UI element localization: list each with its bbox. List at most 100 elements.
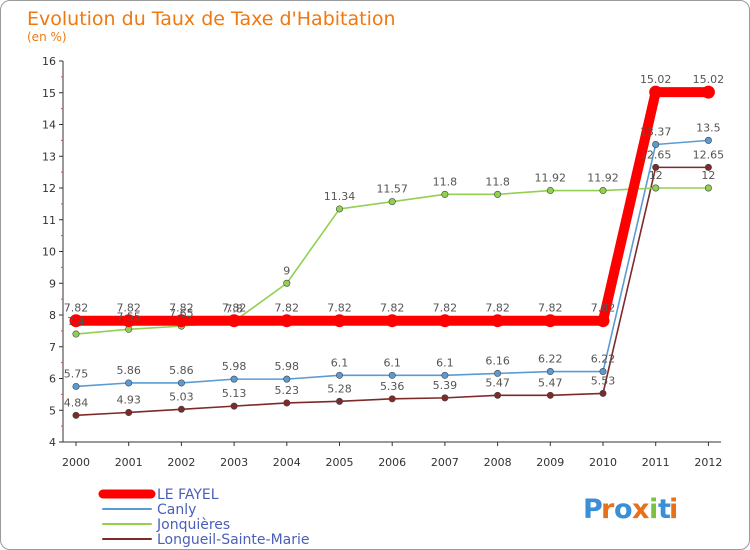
data-point xyxy=(652,141,660,149)
data-label: 7.8 xyxy=(225,302,243,315)
y-tick-label: 7 xyxy=(49,341,56,354)
data-label: 6.22 xyxy=(538,353,563,366)
data-label: 6.1 xyxy=(436,356,454,369)
data-label: 5.53 xyxy=(591,374,616,387)
data-point xyxy=(388,198,396,206)
data-label: 5.13 xyxy=(222,387,247,400)
data-point xyxy=(125,379,133,387)
legend-label: LE FAYEL xyxy=(157,487,219,503)
y-tick-label: 13 xyxy=(42,150,56,163)
x-tick-label: 2009 xyxy=(536,456,564,469)
data-label: 5.47 xyxy=(485,376,510,389)
y-tick-label: 14 xyxy=(42,119,56,132)
data-label: 12.65 xyxy=(640,148,672,161)
data-point xyxy=(441,394,449,402)
data-label: 11.34 xyxy=(324,190,356,203)
x-tick-label: 2007 xyxy=(431,456,459,469)
data-label: 13.5 xyxy=(696,121,721,134)
data-label: 6.1 xyxy=(383,356,401,369)
data-point xyxy=(704,136,712,144)
data-label: 5.23 xyxy=(275,384,300,397)
data-label: 4.93 xyxy=(116,393,141,406)
x-tick-label: 2010 xyxy=(589,456,617,469)
y-tick-label: 6 xyxy=(49,373,56,386)
x-tick-label: 2005 xyxy=(326,456,354,469)
data-point xyxy=(388,395,396,403)
logo-letter: i xyxy=(669,494,678,525)
data-label: 11.57 xyxy=(376,183,408,196)
data-point xyxy=(649,85,663,99)
data-label: 7.82 xyxy=(591,302,616,315)
data-label: 5.86 xyxy=(169,364,194,377)
data-point xyxy=(599,368,607,376)
data-label: 7.65 xyxy=(169,307,194,320)
data-point xyxy=(494,190,502,198)
data-point xyxy=(704,163,712,171)
data-point xyxy=(491,314,505,328)
y-tick-label: 8 xyxy=(49,309,56,322)
proxiti-logo: Pr o x i ti xyxy=(583,494,678,525)
data-label: 7.82 xyxy=(169,302,194,315)
series-points xyxy=(69,85,715,419)
data-label: 11.92 xyxy=(535,172,567,185)
data-label: 12.65 xyxy=(693,148,725,161)
data-label: 6.16 xyxy=(485,354,510,367)
data-point xyxy=(546,187,554,195)
data-point xyxy=(177,379,185,387)
x-tick-label: 2002 xyxy=(167,456,195,469)
data-point xyxy=(177,405,185,413)
x-tick-label: 2006 xyxy=(378,456,406,469)
y-tick-label: 10 xyxy=(42,246,56,259)
data-point xyxy=(283,375,291,383)
data-label: 5.98 xyxy=(275,360,300,373)
data-point xyxy=(227,314,241,328)
x-tick-label: 2001 xyxy=(115,456,143,469)
data-label: 7.82 xyxy=(433,302,458,315)
data-point xyxy=(69,314,83,328)
data-label: 12 xyxy=(649,169,663,182)
data-point xyxy=(335,397,343,405)
data-label: 7.82 xyxy=(380,302,405,315)
data-point xyxy=(333,314,346,328)
data-point xyxy=(701,85,715,99)
data-label: 7.82 xyxy=(64,302,89,315)
data-point xyxy=(280,314,294,328)
x-tick-label: 2004 xyxy=(273,456,301,469)
data-label: 7.82 xyxy=(275,302,300,315)
logo-letter: i xyxy=(649,494,658,525)
data-point xyxy=(438,314,452,328)
data-label: 7.4 xyxy=(67,315,85,328)
data-point xyxy=(546,368,554,376)
data-label: 5.47 xyxy=(538,376,563,389)
data-label: 5.86 xyxy=(116,364,141,377)
data-label: 7.55 xyxy=(116,310,141,323)
data-label: 11.8 xyxy=(433,175,458,188)
y-tick-label: 11 xyxy=(42,214,56,227)
data-point xyxy=(596,314,610,328)
y-tick-label: 9 xyxy=(49,277,56,290)
data-label: 7.82 xyxy=(485,302,510,315)
y-tick-label: 15 xyxy=(42,87,56,100)
chart-title: Evolution du Taux de Taxe d'Habitation xyxy=(27,8,396,30)
data-point xyxy=(543,314,557,328)
data-point xyxy=(388,371,396,379)
data-point xyxy=(72,330,80,338)
data-label: 5.28 xyxy=(327,382,352,395)
y-tick-label: 12 xyxy=(42,182,56,195)
data-point xyxy=(283,279,291,287)
y-tick-label: 4 xyxy=(49,436,56,449)
data-label: 6.22 xyxy=(591,353,616,366)
data-point xyxy=(283,399,291,407)
legend-label: Canly xyxy=(157,502,196,518)
data-label: 4.84 xyxy=(64,396,89,409)
legend-label: Longueil-Sainte-Marie xyxy=(157,532,310,548)
x-tick-label: 2012 xyxy=(694,456,722,469)
data-point xyxy=(72,382,80,390)
data-label: 5.03 xyxy=(169,390,194,403)
chart-subtitle: (en %) xyxy=(27,30,67,44)
data-point xyxy=(704,184,712,192)
data-label: 5.75 xyxy=(64,367,89,380)
data-labels: 4.84 4.93 5.03 5.13 5.23 5.28 5.36 5.39 5.47 5.47… xyxy=(64,73,724,409)
data-label: 15.02 xyxy=(693,73,725,86)
